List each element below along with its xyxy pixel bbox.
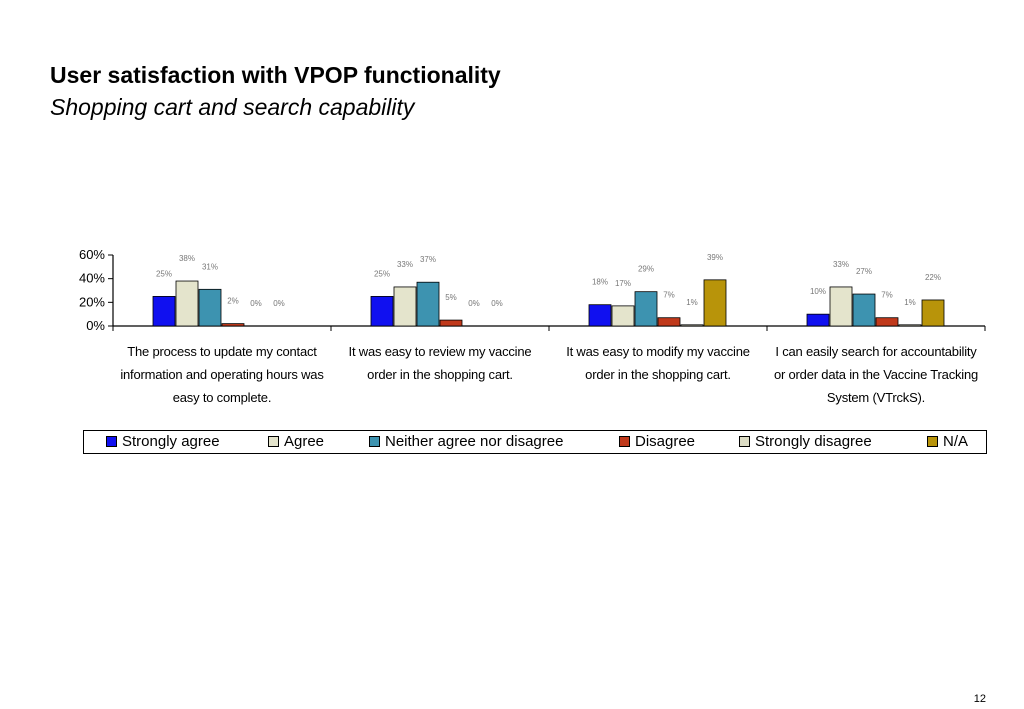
data-label: 31% [202, 262, 218, 271]
slide-title: User satisfaction with VPOP functionalit… [50, 62, 501, 88]
data-label: 22% [925, 273, 941, 282]
category-label: It was easy to modify my vaccine order i… [566, 344, 750, 382]
bar-n-a-4 [921, 299, 945, 327]
data-label: 1% [904, 298, 916, 307]
bar-disagree-2 [439, 319, 463, 327]
bar-disagree-3 [657, 317, 681, 327]
legend-label: N/A [943, 433, 969, 450]
legend-item: Agree [268, 433, 324, 450]
bar-strongly-agree-3 [588, 304, 612, 327]
data-label: 5% [445, 293, 457, 302]
data-label: 39% [707, 253, 723, 262]
legend-swatch [927, 436, 938, 447]
data-label: 0% [491, 299, 503, 308]
bar-strongly-agree-4 [806, 313, 830, 327]
legend-label: Strongly disagree [755, 433, 872, 450]
data-label: 33% [397, 260, 413, 269]
data-label: 10% [810, 287, 826, 296]
y-tick-label: 60% [79, 247, 105, 262]
legend-item: N/A [927, 433, 968, 450]
category-label: It was easy to review my vaccine order i… [348, 344, 532, 382]
y-tick-label: 0% [86, 318, 105, 333]
bar-neither-agree-nor-disagree-4 [852, 293, 876, 327]
data-label: 0% [468, 299, 480, 308]
data-label: 7% [881, 291, 893, 300]
data-label: 27% [856, 267, 872, 276]
legend-item: Strongly disagree [739, 433, 872, 450]
category-label: I can easily search for accountability o… [773, 344, 979, 405]
bar-neither-agree-nor-disagree-2 [416, 281, 440, 327]
legend-label: Strongly agree [122, 433, 220, 450]
legend-label: Neither agree nor disagree [385, 433, 564, 450]
bar-disagree-1 [221, 323, 245, 327]
bar-agree-2 [393, 286, 417, 327]
data-label: 38% [179, 254, 195, 263]
bar-agree-4 [829, 286, 853, 327]
data-label: 33% [833, 260, 849, 269]
category-label: The process to update my contact informa… [120, 344, 324, 405]
legend-swatch [268, 436, 279, 447]
bar-strongly-disagree-4 [898, 324, 922, 327]
bar-agree-1 [175, 280, 199, 327]
slide-subtitle: Shopping cart and search capability [50, 94, 415, 120]
y-tick-label: 40% [79, 271, 105, 286]
data-label: 2% [227, 297, 239, 306]
data-label: 0% [250, 299, 262, 308]
data-label: 1% [686, 298, 698, 307]
legend-swatch [739, 436, 750, 447]
legend-item: Strongly agree [106, 433, 220, 450]
bar-agree-3 [611, 305, 635, 327]
bar-disagree-4 [875, 317, 899, 327]
data-label: 17% [615, 279, 631, 288]
bar-n-a-3 [703, 279, 727, 327]
bar-strongly-agree-1 [152, 296, 176, 327]
data-label: 7% [663, 291, 675, 300]
legend-swatch [619, 436, 630, 447]
legend-swatch [369, 436, 380, 447]
bar-neither-agree-nor-disagree-1 [198, 288, 222, 327]
bar-strongly-agree-2 [370, 296, 394, 327]
chart-legend: Strongly agree Agree Neither agree nor dis… [83, 430, 987, 454]
data-label: 25% [374, 269, 390, 278]
data-label: 0% [273, 299, 285, 308]
y-tick-label: 20% [79, 294, 105, 309]
legend-swatch [106, 436, 117, 447]
data-label: 37% [420, 255, 436, 264]
data-label: 18% [592, 278, 608, 287]
legend-label: Agree [284, 433, 325, 450]
legend-item: Neither agree nor disagree [369, 433, 563, 450]
legend-label: Disagree [635, 433, 696, 450]
bar-strongly-disagree-3 [680, 324, 704, 327]
bar-neither-agree-nor-disagree-3 [634, 291, 658, 327]
legend-item: Disagree [619, 433, 695, 450]
data-label: 29% [638, 265, 654, 274]
data-label: 25% [156, 269, 172, 278]
page-number: 12 [973, 693, 986, 705]
